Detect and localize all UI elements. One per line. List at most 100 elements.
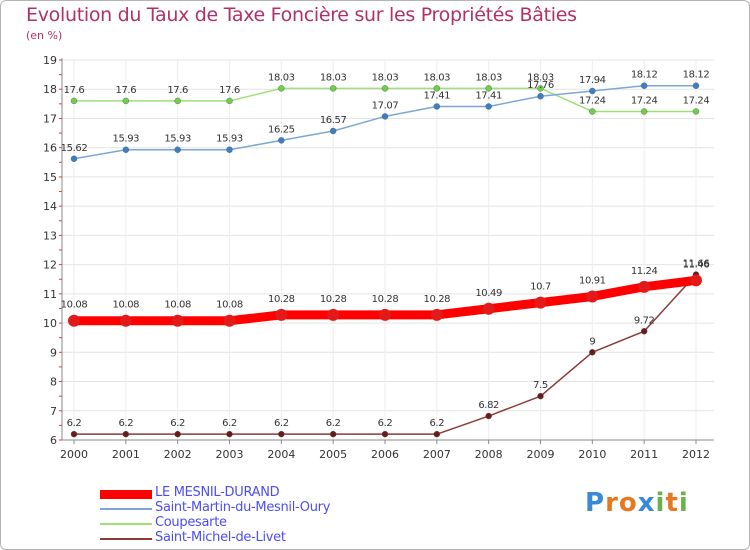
logo-letter: o [618, 488, 638, 518]
y-tick-label: 12 [43, 259, 57, 272]
data-label: 18.03 [527, 72, 554, 83]
data-label: 18.12 [683, 70, 710, 81]
data-label: 10.28 [268, 294, 295, 305]
data-point [381, 85, 389, 92]
data-point [171, 314, 184, 327]
data-point [278, 430, 285, 438]
data-point [638, 280, 651, 293]
data-point [70, 97, 78, 105]
data-point [70, 430, 78, 438]
data-point [537, 85, 544, 92]
data-label: 6.2 [222, 418, 237, 429]
y-tick-label: 14 [43, 200, 57, 213]
x-tick-label: 2000 [60, 448, 88, 461]
data-label: 18.03 [372, 72, 399, 83]
data-label: 6.2 [274, 418, 289, 429]
data-label: 6.2 [378, 418, 393, 429]
data-point [379, 308, 391, 321]
logo-letter: i [655, 488, 666, 518]
data-point [278, 85, 285, 92]
logo-letter: t [665, 488, 679, 518]
series-lines [68, 82, 702, 438]
data-point [119, 314, 132, 327]
data-label: 17.24 [631, 95, 658, 106]
data-point [381, 430, 389, 438]
data-point [485, 85, 492, 92]
x-tick-label: 2011 [630, 448, 658, 461]
data-label: 11.24 [631, 266, 658, 277]
data-label: 16.57 [320, 115, 347, 126]
data-point [329, 127, 337, 135]
data-point [226, 430, 233, 438]
data-point [589, 108, 596, 115]
y-tick-label: 17 [43, 112, 57, 125]
data-label: 6.2 [118, 418, 133, 429]
data-label: 17.6 [167, 85, 188, 96]
data-label: 11.66 [683, 259, 710, 270]
y-tick-label: 16 [43, 142, 57, 155]
x-tick-label: 2008 [475, 448, 503, 461]
data-point [690, 274, 702, 287]
data-label: 6.82 [478, 400, 499, 411]
data-label: 10.08 [113, 300, 140, 311]
data-label: 17.24 [683, 95, 710, 106]
data-point [68, 314, 80, 327]
data-point [433, 103, 441, 110]
data-point [381, 113, 389, 120]
y-tick-label: 7 [50, 405, 57, 418]
x-tick-label: 2006 [371, 448, 399, 461]
y-tick-label: 6 [50, 434, 57, 447]
data-point [174, 430, 181, 438]
y-tick-label: 9 [50, 346, 57, 359]
data-label: 16.25 [268, 124, 295, 135]
data-label: 17.07 [372, 100, 399, 111]
data-label: 10.28 [372, 294, 399, 305]
data-label: 10.28 [320, 294, 347, 305]
data-point [640, 328, 648, 335]
data-point [589, 349, 596, 356]
data-label: 15.62 [61, 143, 88, 154]
logo-letter: i [678, 488, 689, 518]
x-tick-label: 2004 [267, 448, 295, 461]
data-point [329, 430, 337, 438]
data-label: 9.72 [634, 315, 655, 326]
data-label: 17.6 [64, 85, 85, 96]
y-unit-label: (en %) [26, 29, 63, 42]
data-label: 18.12 [631, 70, 658, 81]
data-label: 11.46 [683, 259, 710, 270]
data-label: 15.93 [216, 134, 243, 145]
data-label: 15.93 [113, 134, 140, 145]
data-point [537, 93, 544, 100]
data-point [586, 290, 599, 303]
chart-title: Evolution du Taux de Taxe Foncière sur l… [26, 4, 577, 26]
proxiti-logo: Proxiti [585, 488, 689, 518]
data-point [226, 97, 233, 105]
y-tick-label: 11 [43, 288, 57, 301]
y-tick-label: 13 [43, 229, 57, 242]
data-point [174, 97, 181, 105]
data-point [122, 97, 130, 105]
data-point [174, 146, 181, 153]
data-label: 18.03 [320, 72, 347, 83]
x-tick-label: 2010 [578, 448, 606, 461]
data-point [70, 155, 78, 163]
data-label: 10.91 [579, 275, 606, 286]
data-point [430, 308, 443, 321]
data-label: 7.5 [533, 380, 548, 391]
logo-letter: P [585, 488, 606, 518]
logo-letter: r [605, 488, 619, 518]
data-label: 18.03 [268, 72, 295, 83]
data-point [329, 85, 337, 92]
data-label: 6.2 [429, 418, 444, 429]
data-point [327, 308, 340, 321]
y-tick-label: 8 [50, 376, 57, 389]
data-point [640, 82, 648, 89]
data-label: 10.08 [164, 300, 191, 311]
data-labels: 10.08 10.08 10.08 10.08 10.28 10.28 10.28 10.28… [61, 70, 710, 429]
data-point [433, 85, 441, 92]
data-label: 10.7 [530, 282, 551, 293]
data-label: 18.03 [424, 72, 451, 83]
data-label: 17.94 [579, 75, 606, 86]
